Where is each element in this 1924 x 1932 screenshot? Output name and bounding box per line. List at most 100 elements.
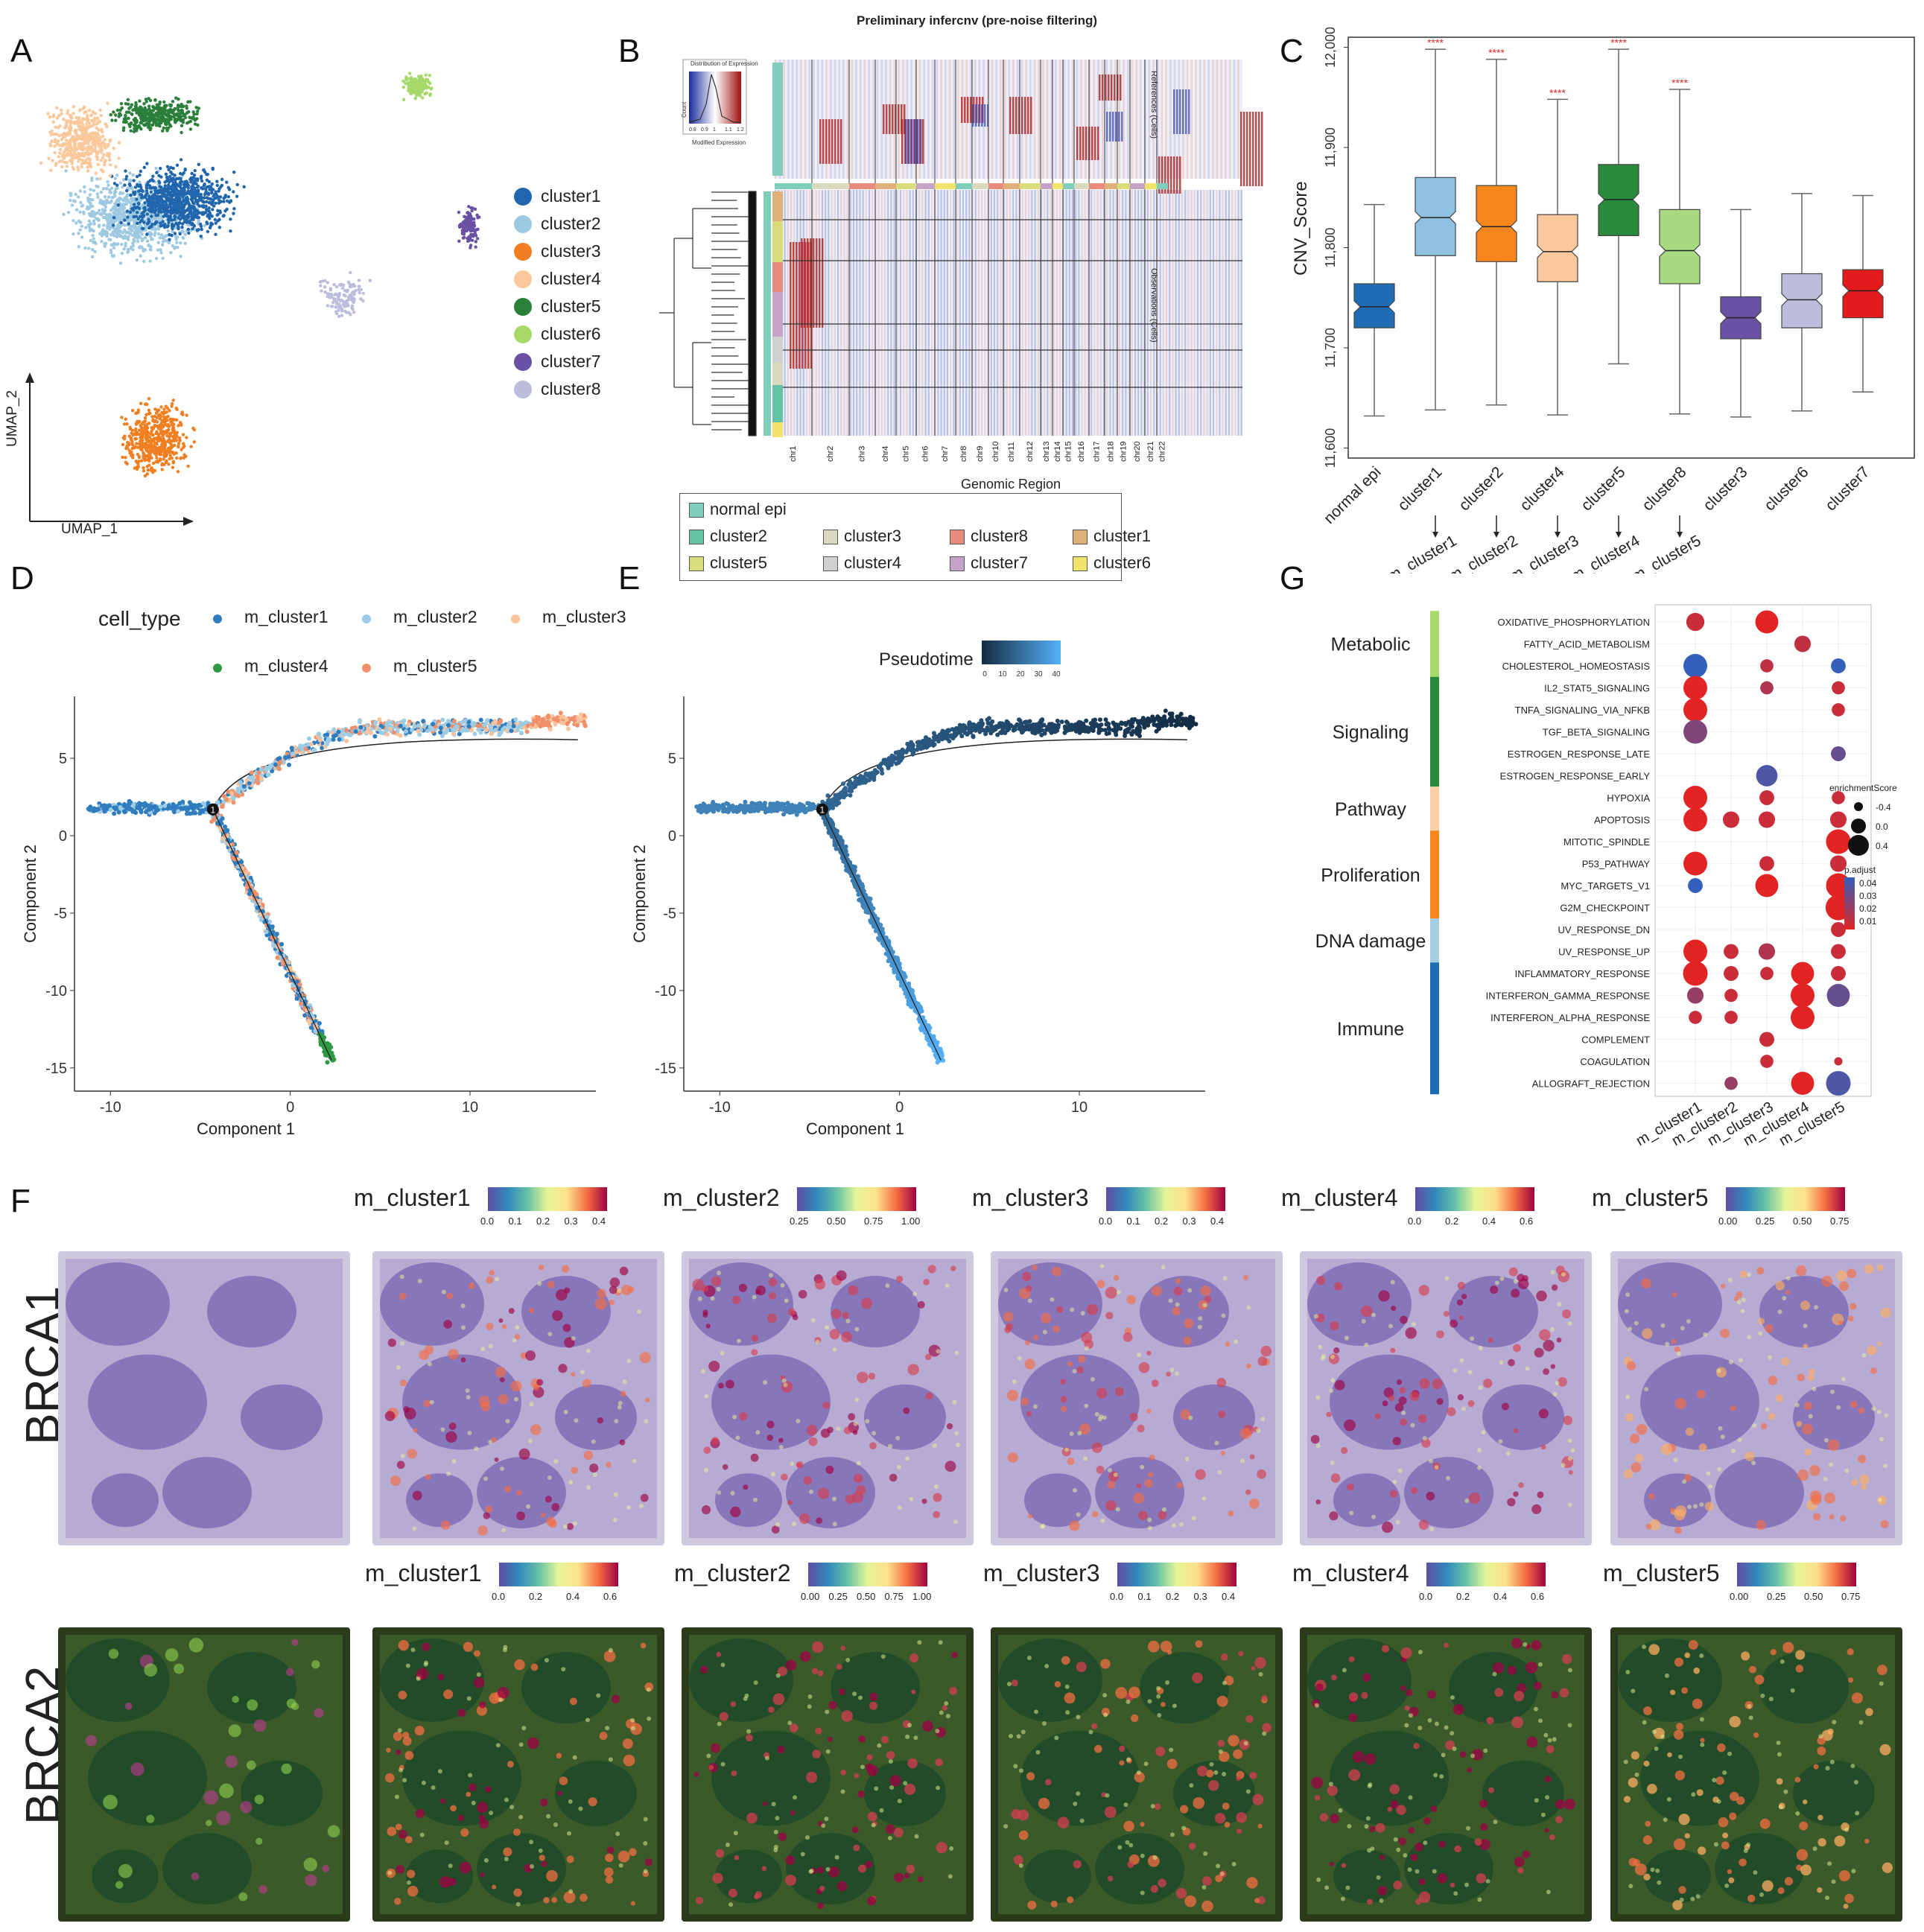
expression-spot bbox=[504, 1857, 509, 1862]
expression-spot bbox=[1041, 1523, 1046, 1528]
expression-spot bbox=[1444, 1276, 1450, 1281]
expression-spot bbox=[1650, 1867, 1655, 1872]
expression-spot bbox=[1648, 1644, 1660, 1656]
expression-spot bbox=[1143, 1761, 1149, 1767]
expression-spot bbox=[606, 1461, 612, 1468]
expression-spot bbox=[513, 1396, 518, 1402]
expression-spot bbox=[1222, 1802, 1230, 1811]
expression-spot bbox=[498, 1697, 504, 1702]
expression-spot bbox=[1415, 1869, 1420, 1874]
expression-spot bbox=[1392, 1479, 1397, 1484]
expression-spot bbox=[879, 1808, 884, 1813]
expression-spot bbox=[1147, 1472, 1154, 1478]
expression-spot bbox=[1012, 1379, 1017, 1385]
expression-spot bbox=[541, 1860, 547, 1867]
expression-spot bbox=[731, 1295, 741, 1305]
colorbar-gradient bbox=[1117, 1563, 1236, 1586]
expression-spot bbox=[539, 1855, 545, 1861]
expression-spot bbox=[1166, 1758, 1178, 1770]
legend-label: cluster2 bbox=[541, 214, 601, 233]
expression-spot bbox=[1329, 1388, 1334, 1394]
expression-spot bbox=[1436, 1398, 1444, 1405]
tissue-lobule bbox=[1482, 1760, 1564, 1826]
expression-spot bbox=[606, 1846, 615, 1854]
expression-spot bbox=[894, 1872, 904, 1883]
expression-spot bbox=[592, 1472, 597, 1477]
legend-swatch-icon bbox=[514, 270, 532, 288]
expression-spot bbox=[544, 1658, 549, 1663]
expression-spot bbox=[1555, 1799, 1565, 1809]
expression-spot bbox=[1172, 1703, 1177, 1709]
expression-spot bbox=[1091, 1723, 1098, 1729]
expression-spot bbox=[545, 1496, 553, 1503]
chromosome-label: chr8 bbox=[959, 446, 968, 462]
expression-spot bbox=[552, 1310, 563, 1321]
fluorescence-spot bbox=[254, 1794, 264, 1805]
expression-spot bbox=[1067, 1458, 1075, 1466]
expression-spot bbox=[415, 1808, 425, 1818]
expression-spot bbox=[1197, 1324, 1202, 1329]
expression-spot bbox=[722, 1464, 728, 1470]
expression-spot bbox=[473, 1650, 480, 1657]
expression-spot bbox=[781, 1378, 787, 1383]
expression-spot bbox=[766, 1420, 775, 1429]
expression-spot bbox=[495, 1366, 507, 1378]
expression-spot bbox=[1366, 1898, 1373, 1905]
expression-spot bbox=[1514, 1856, 1525, 1867]
legend-label: cluster3 bbox=[844, 527, 902, 545]
expression-spot bbox=[1660, 1323, 1666, 1328]
expression-spot bbox=[1796, 1420, 1803, 1427]
color-legend-bar bbox=[1844, 877, 1855, 930]
expression-spot bbox=[569, 1697, 577, 1706]
expression-spot bbox=[604, 1867, 614, 1877]
expression-spot bbox=[1096, 1280, 1105, 1288]
expression-spot bbox=[1777, 1752, 1782, 1757]
expression-spot bbox=[1318, 1344, 1323, 1350]
expression-spot bbox=[516, 1490, 522, 1496]
expression-spot bbox=[1628, 1777, 1638, 1788]
expression-spot bbox=[1184, 1895, 1197, 1907]
expression-spot bbox=[571, 1372, 576, 1377]
expression-spot bbox=[1019, 1768, 1024, 1773]
expression-spot bbox=[1775, 1394, 1784, 1402]
expression-spot bbox=[827, 1737, 833, 1742]
expression-spot bbox=[1423, 1840, 1428, 1846]
expression-spot bbox=[1150, 1804, 1155, 1809]
expression-spot bbox=[860, 1764, 865, 1770]
infercnv-legend-item: cluster2 bbox=[689, 525, 816, 547]
fluorescence-spot bbox=[203, 1790, 218, 1805]
expression-spot bbox=[789, 1723, 799, 1732]
expression-spot bbox=[853, 1473, 863, 1484]
expression-spot bbox=[486, 1276, 494, 1284]
expression-spot bbox=[400, 1453, 405, 1458]
expression-spot bbox=[1136, 1770, 1141, 1775]
expression-spot bbox=[1418, 1519, 1429, 1530]
expression-spot bbox=[845, 1657, 851, 1662]
expression-spot bbox=[1700, 1742, 1705, 1747]
expression-spot bbox=[639, 1352, 651, 1364]
expression-spot bbox=[572, 1755, 577, 1760]
expression-spot bbox=[1006, 1390, 1019, 1402]
expression-spot bbox=[474, 1446, 479, 1452]
expression-spot bbox=[933, 1484, 939, 1490]
box-cluster1 bbox=[1415, 177, 1456, 256]
celltype-legend-item: m_cluster5 bbox=[358, 656, 507, 681]
expression-spot bbox=[1178, 1522, 1184, 1527]
expression-spot bbox=[1090, 1376, 1095, 1382]
expression-spot bbox=[1404, 1705, 1410, 1711]
expression-spot bbox=[1692, 1698, 1703, 1709]
legend-swatch-icon bbox=[950, 530, 965, 544]
expression-spot bbox=[778, 1437, 784, 1443]
expression-spot bbox=[1365, 1816, 1371, 1821]
expression-spot bbox=[781, 1381, 793, 1393]
expression-spot bbox=[1375, 1823, 1385, 1833]
legend-swatch-icon bbox=[362, 614, 371, 623]
expression-spot bbox=[1013, 1764, 1018, 1769]
pathway-label: ESTROGEN_RESPONSE_LATE bbox=[1508, 749, 1651, 760]
chromosome-label: chr17 bbox=[1093, 441, 1102, 462]
expression-spot bbox=[1088, 1729, 1093, 1735]
expression-spot bbox=[1034, 1709, 1039, 1715]
expression-spot bbox=[1216, 1863, 1221, 1869]
expression-spot bbox=[1439, 1774, 1444, 1779]
enrichment-dot bbox=[1826, 1070, 1851, 1096]
